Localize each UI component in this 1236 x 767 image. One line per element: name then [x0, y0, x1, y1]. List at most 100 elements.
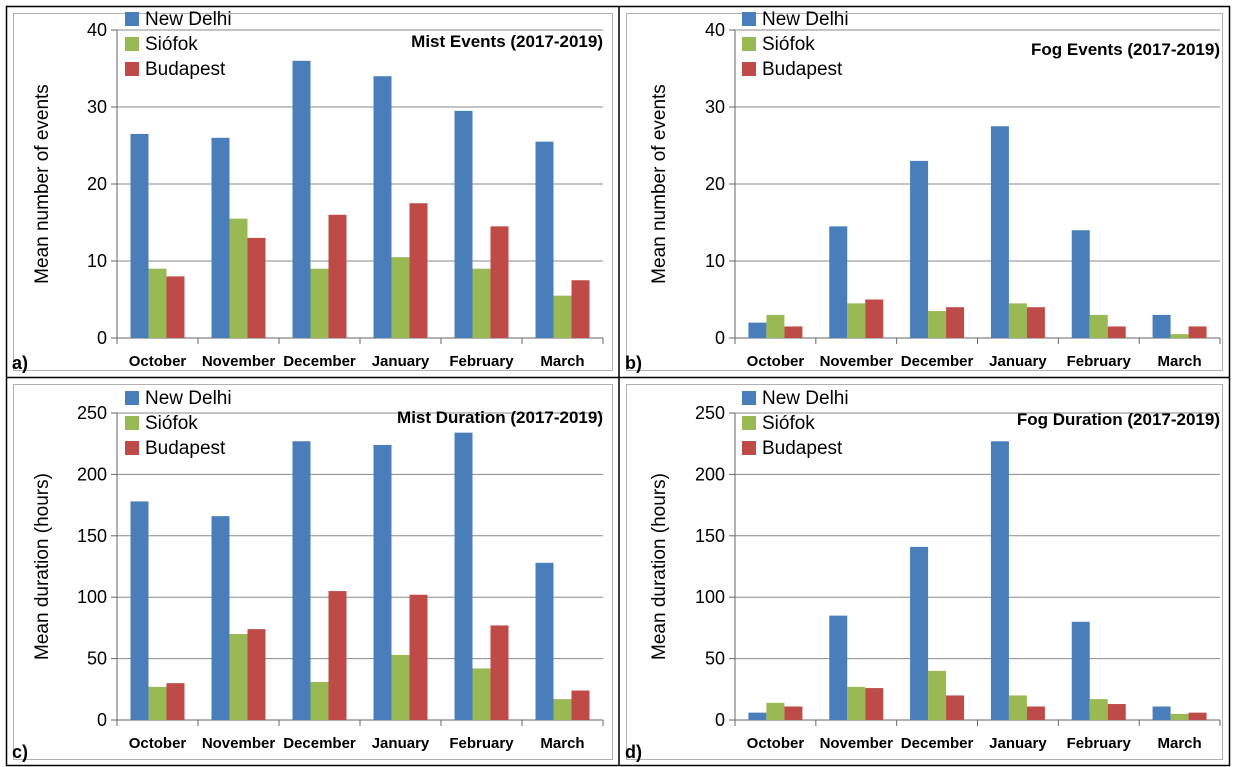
y-tick-label: 40: [705, 20, 725, 40]
bar-siofok: [310, 681, 329, 720]
x-tick-label: March: [540, 735, 584, 752]
bar-budapest: [946, 695, 965, 720]
y-tick-label: 150: [77, 526, 107, 546]
bar-siofok: [1008, 695, 1027, 720]
legend-label-budapest: Budapest: [762, 438, 843, 459]
y-tick-label: 0: [715, 710, 725, 730]
bar-new-delhi: [1152, 314, 1171, 338]
bar-budapest: [490, 625, 509, 720]
bar-budapest: [409, 594, 428, 720]
x-tick-label: November: [202, 353, 276, 370]
bar-siofok: [1170, 713, 1189, 720]
x-tick-label: October: [129, 353, 187, 370]
bar-new-delhi: [130, 133, 149, 338]
x-tick-label: January: [372, 735, 430, 752]
legend-swatch-new-delhi: [742, 391, 756, 405]
legend-swatch-new-delhi: [125, 391, 139, 405]
panel-label: b): [625, 353, 642, 373]
bar-siofok: [847, 686, 866, 720]
bar-budapest: [865, 299, 884, 338]
chart-area-border: [626, 13, 1223, 371]
legend-label-new-delhi: New Delhi: [762, 9, 849, 30]
bar-budapest: [946, 307, 965, 338]
x-tick-label: November: [820, 353, 894, 370]
bar-siofok: [148, 268, 167, 338]
bar-siofok: [1089, 699, 1108, 720]
bar-budapest: [247, 237, 266, 338]
y-tick-label: 0: [97, 328, 107, 348]
legend-swatch-new-delhi: [742, 12, 756, 26]
y-tick-label: 0: [97, 710, 107, 730]
x-tick-label: November: [202, 735, 276, 752]
legend-swatch-siofok: [742, 37, 756, 51]
x-tick-label: December: [901, 735, 974, 752]
bar-new-delhi: [910, 160, 929, 338]
chart-area-border: [13, 13, 613, 371]
x-tick-label: February: [1067, 353, 1132, 370]
chart-panel-1: 0 10 20 30 40 October November December January F…: [12, 9, 613, 373]
legend-swatch-siofok: [742, 416, 756, 430]
bar-new-delhi: [748, 322, 767, 338]
bar-siofok: [553, 295, 572, 338]
bar-budapest: [166, 276, 185, 338]
y-tick-label: 200: [695, 464, 725, 484]
x-tick-label: March: [540, 353, 584, 370]
x-tick-label: March: [1157, 735, 1201, 752]
bar-siofok: [472, 668, 491, 720]
y-tick-label: 250: [695, 403, 725, 423]
bar-new-delhi: [1071, 621, 1090, 720]
figure-frame: [5, 5, 1231, 767]
y-tick-label: 40: [87, 20, 107, 40]
bar-budapest: [571, 690, 590, 720]
legend-label-budapest: Budapest: [762, 59, 843, 80]
bar-budapest: [166, 683, 185, 720]
y-tick-label: 50: [705, 649, 725, 669]
x-tick-label: February: [449, 735, 514, 752]
bar-budapest: [328, 591, 347, 720]
bar-new-delhi: [829, 615, 848, 720]
bar-siofok: [310, 268, 329, 338]
y-tick-label: 100: [695, 587, 725, 607]
y-axis-label: Mean number of events: [649, 84, 670, 284]
bar-budapest: [571, 280, 590, 338]
chart-panel-3: 0 50 100 150 200 250 October November December Ja…: [12, 384, 613, 762]
bar-siofok: [148, 686, 167, 720]
bar-siofok: [766, 314, 785, 338]
bar-new-delhi: [990, 126, 1009, 338]
legend-swatch-budapest: [742, 441, 756, 455]
panel-label: d): [625, 742, 642, 762]
bar-budapest: [328, 214, 347, 338]
x-tick-label: October: [747, 353, 805, 370]
y-tick-label: 0: [715, 328, 725, 348]
legend-label-siofok: Siófok: [762, 34, 815, 55]
legend-label-siofok: Siófok: [145, 413, 198, 434]
bar-new-delhi: [910, 546, 929, 720]
x-tick-label: January: [989, 353, 1047, 370]
bar-new-delhi: [1152, 706, 1171, 720]
bar-budapest: [1026, 706, 1045, 720]
x-tick-label: February: [1067, 735, 1132, 752]
bar-siofok: [229, 634, 248, 720]
y-axis-label: Mean number of events: [32, 84, 53, 284]
bar-new-delhi: [211, 137, 230, 338]
bar-budapest: [1107, 704, 1126, 720]
bar-siofok: [766, 702, 785, 720]
legend-swatch-siofok: [125, 37, 139, 51]
chart-area-border: [626, 384, 1223, 760]
y-tick-label: 200: [77, 464, 107, 484]
bar-new-delhi: [454, 432, 473, 720]
panel-label: c): [12, 742, 28, 762]
y-tick-label: 100: [77, 587, 107, 607]
bar-siofok: [1089, 314, 1108, 338]
bar-budapest: [490, 226, 509, 338]
legend-label-new-delhi: New Delhi: [762, 388, 849, 409]
bar-new-delhi: [748, 712, 767, 720]
legend-label-siofok: Siófok: [762, 413, 815, 434]
chart-panel-2: 0 10 20 30 40 October November December January F…: [625, 9, 1223, 373]
bar-new-delhi: [829, 226, 848, 338]
chart-panel-4: 0 50 100 150 200 250 October November December Ja…: [625, 384, 1223, 762]
bar-new-delhi: [454, 110, 473, 338]
x-tick-label: January: [372, 353, 430, 370]
legend-label-new-delhi: New Delhi: [145, 388, 232, 409]
